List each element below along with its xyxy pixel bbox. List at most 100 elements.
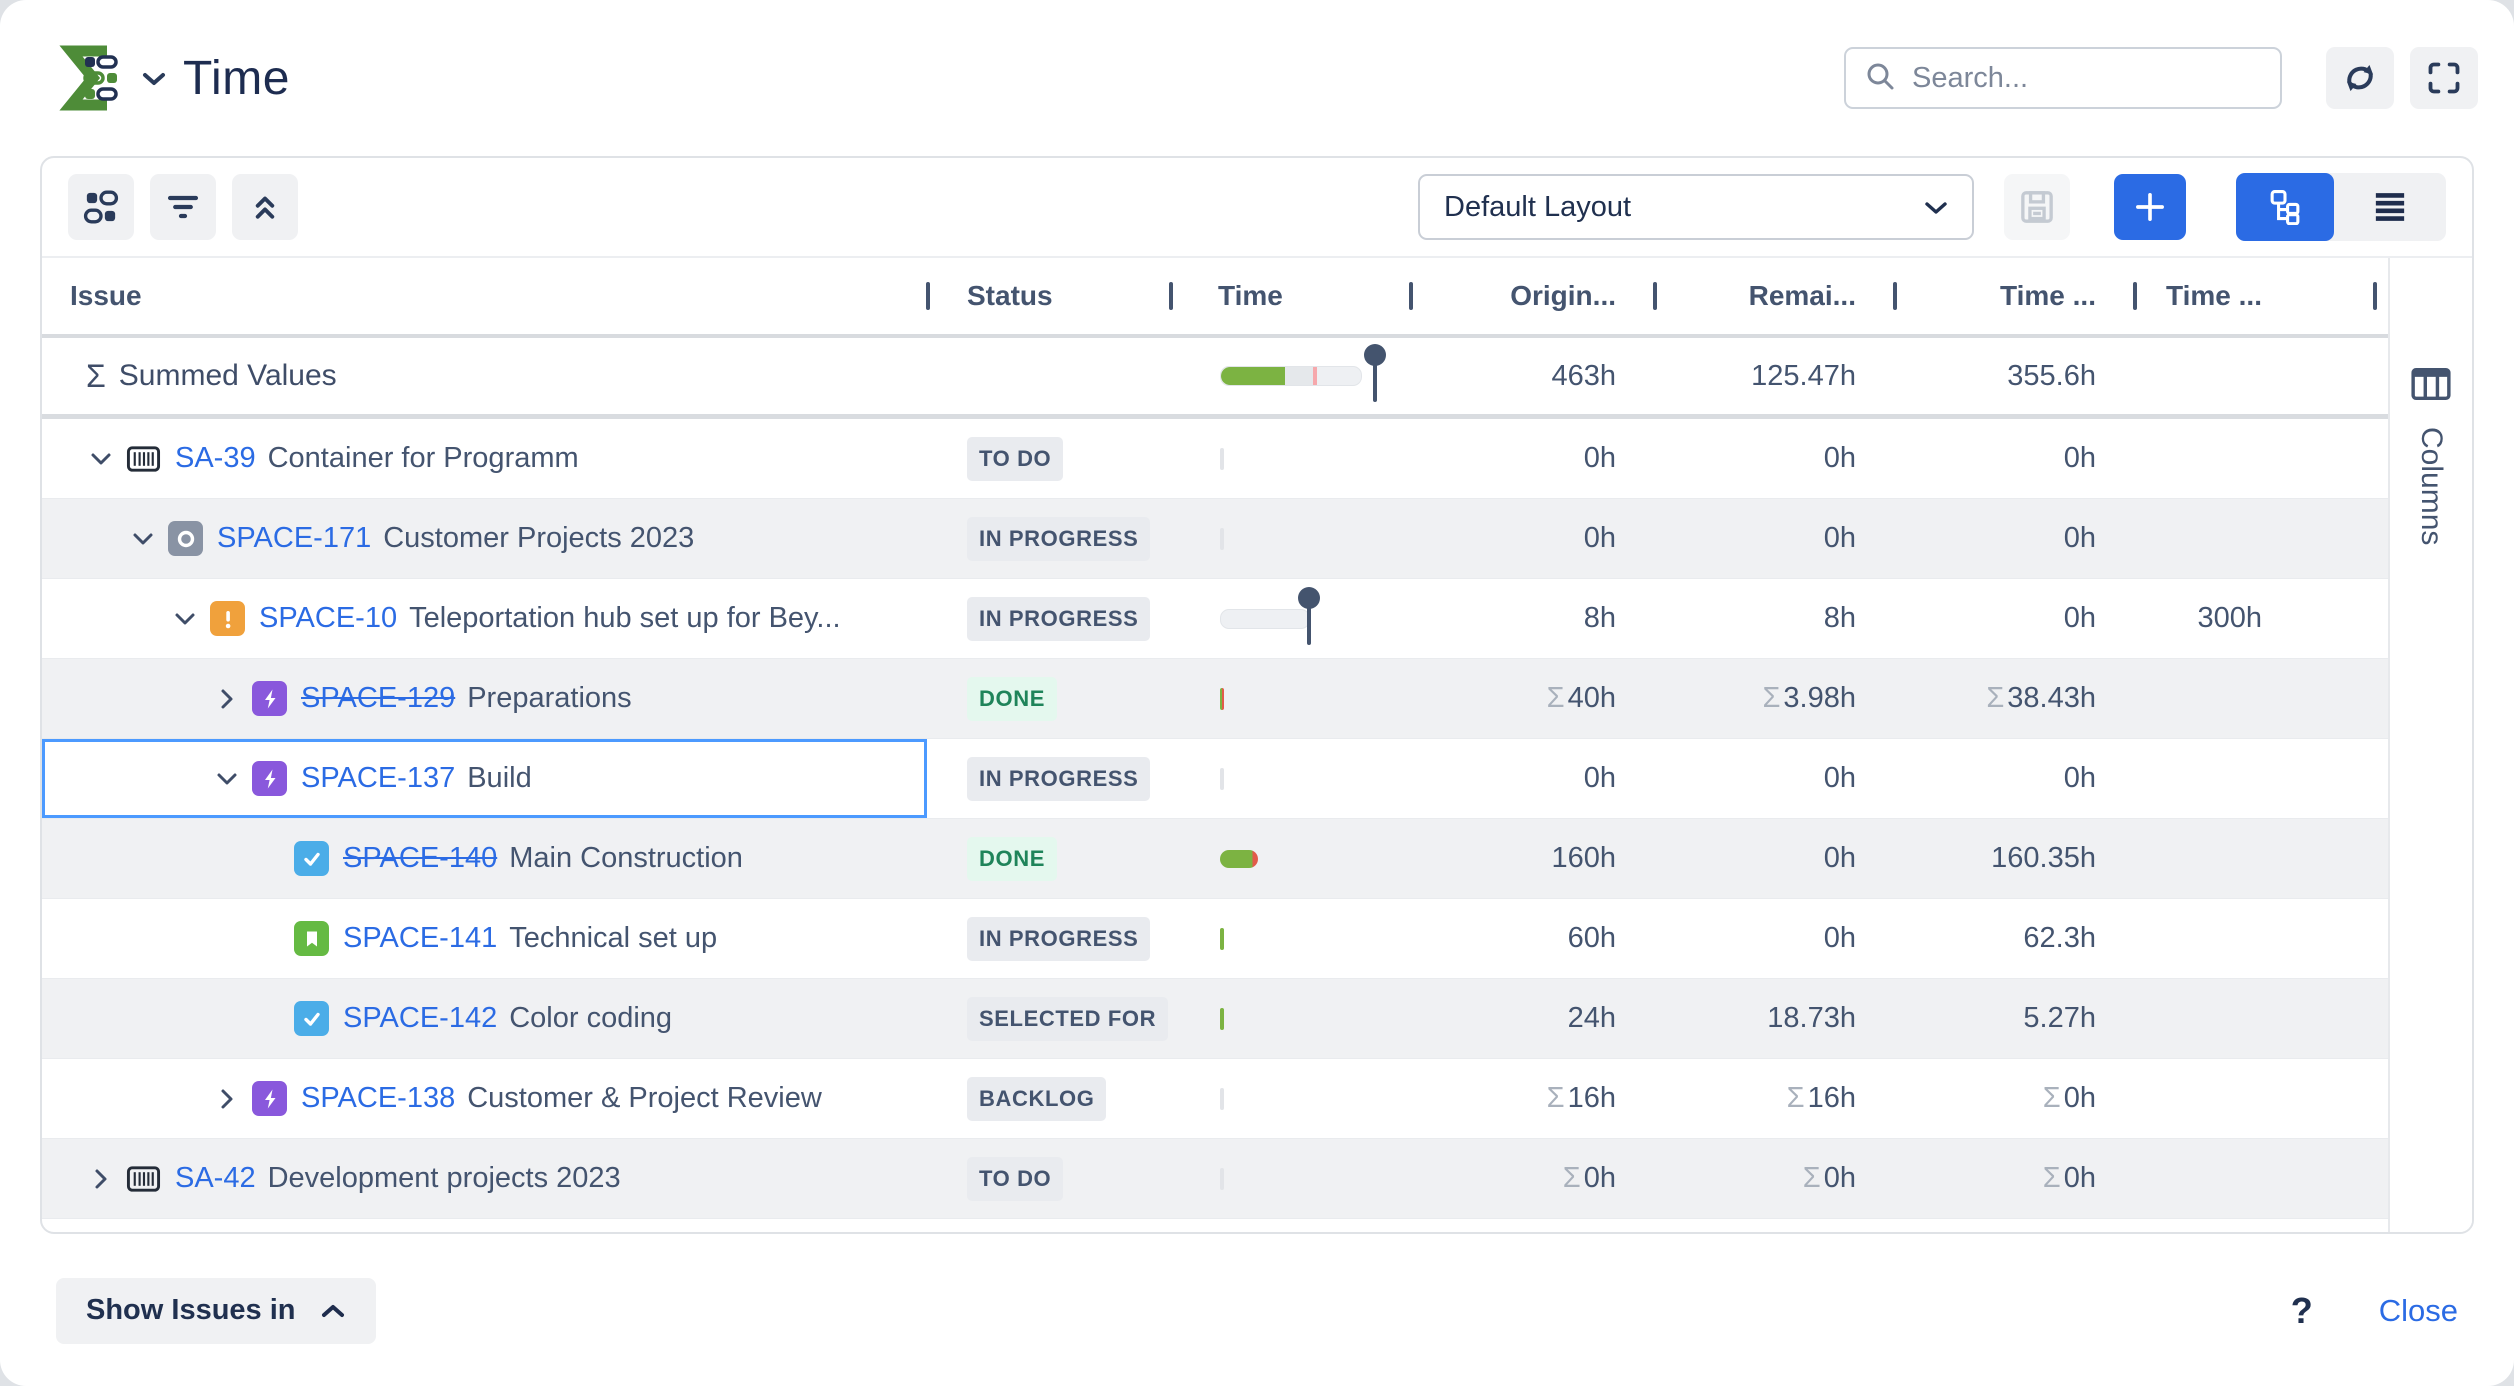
issue-key-link[interactable]: SA-39	[175, 442, 256, 474]
search-input[interactable]	[1910, 60, 2262, 96]
table-row[interactable]: SPACE-138 Customer & Project Review BACKLO…	[42, 1059, 2388, 1139]
close-link[interactable]: Close	[2378, 1292, 2458, 1328]
status-badge[interactable]: BACKLOG	[967, 1076, 1107, 1121]
issue-key-link[interactable]: SPACE-138	[301, 1082, 456, 1114]
time-progress-bar	[1220, 849, 1258, 868]
show-issues-in-button[interactable]: Show Issues in	[56, 1277, 376, 1344]
save-layout-button[interactable]	[2004, 174, 2070, 240]
table-row[interactable]: SPACE-10 Teleportation hub set up for Bey…	[42, 579, 2388, 659]
time-progress-tick	[1220, 447, 1224, 470]
chevron-down-icon[interactable]	[124, 520, 162, 558]
chevron-right-icon[interactable]	[208, 680, 246, 718]
issue-title: Container for Programm	[267, 442, 579, 474]
status-badge[interactable]: IN PROGRESS	[967, 516, 1151, 561]
refresh-button[interactable]	[2326, 47, 2394, 109]
status-cell: SELECTED FOR	[927, 979, 1170, 1058]
column-header-label: Time ...	[2166, 280, 2262, 311]
app-switcher-chevron-down-icon[interactable]	[141, 70, 167, 93]
status-badge[interactable]: DONE	[967, 836, 1057, 881]
issue-title: Customer Projects 2023	[383, 522, 695, 554]
status-badge[interactable]: IN PROGRESS	[967, 756, 1151, 801]
time-value: Σ 0h	[2042, 1082, 2096, 1114]
chevron-down-icon[interactable]	[166, 600, 204, 638]
issue-type-bolt-icon	[252, 1081, 287, 1116]
view-settings-button[interactable]	[68, 174, 134, 240]
list-view-button[interactable]	[2334, 173, 2446, 241]
summary-row: Σ Summed Values 463h 125.47h 355.6h	[42, 338, 2388, 419]
issue-key-link[interactable]: SA-42	[175, 1162, 256, 1194]
chevron-down-icon[interactable]	[82, 440, 120, 478]
status-badge[interactable]: IN PROGRESS	[967, 916, 1151, 961]
status-badge[interactable]: SELECTED FOR	[967, 996, 1169, 1041]
time-value: Σ 0h	[1562, 1162, 1616, 1194]
status-badge[interactable]: DONE	[967, 676, 1057, 721]
issue-type-program-icon	[168, 521, 203, 556]
column-header-5[interactable]: Time ...	[1894, 258, 2134, 334]
columns-panel-tab[interactable]: Columns	[2388, 258, 2472, 1232]
status-badge[interactable]: IN PROGRESS	[967, 596, 1151, 641]
status-badge[interactable]: TO DO	[967, 436, 1064, 481]
table-row[interactable]: SPACE-141 Technical set up IN PROGRESS 60h 0…	[42, 899, 2388, 979]
issue-key-link[interactable]: SPACE-137	[301, 762, 456, 794]
table-row[interactable]: SA-39 Container for Programm TO DO 0h 0h 0h	[42, 419, 2388, 499]
issue-key-link[interactable]: SPACE-129	[301, 682, 456, 714]
column-header-4[interactable]: Remai...	[1654, 258, 1894, 334]
card-content: Issue Status Time Origin... Remai... Time ...…	[42, 258, 2472, 1232]
filler-cell	[2374, 1059, 2388, 1138]
column-header-6[interactable]: Time ...	[2134, 258, 2374, 334]
table-row[interactable]: SPACE-171 Customer Projects 2023 IN PROGRE…	[42, 499, 2388, 579]
table-row[interactable]: SA-42 Development projects 2023 TO DO Σ 0h Σ 0…	[42, 1139, 2388, 1219]
filler-cell	[2374, 499, 2388, 578]
indent-spacer	[82, 1098, 208, 1099]
issue-key-link[interactable]: SPACE-140	[343, 842, 498, 874]
time-value: 0h	[1823, 842, 1856, 874]
tree-view-button[interactable]	[2236, 173, 2334, 241]
column-header-0[interactable]: Issue	[42, 258, 927, 334]
status-cell: IN PROGRESS	[927, 739, 1170, 818]
table-row[interactable]: SPACE-140 Main Construction DONE 160h 0h 160.…	[42, 819, 2388, 899]
issue-title: Color coding	[509, 1002, 673, 1034]
time-progress-tick	[1220, 1087, 1224, 1110]
collapse-all-button[interactable]	[232, 174, 298, 240]
column-header-1[interactable]: Status	[927, 258, 1170, 334]
search-box	[1844, 47, 2282, 109]
chevron-down-icon[interactable]	[208, 760, 246, 798]
sigma-sum-prefix: Σ	[1546, 1082, 1565, 1114]
help-button[interactable]: ?	[2290, 1289, 2313, 1331]
status-badge[interactable]: TO DO	[967, 1156, 1064, 1201]
time-value: Σ 38.43h	[1986, 682, 2096, 714]
add-issue-button[interactable]	[2114, 174, 2186, 240]
chevron-spacer	[250, 840, 288, 878]
table-row[interactable]: SPACE-129 Preparations DONE Σ 40h Σ 3.98h Σ 38.4…	[42, 659, 2388, 739]
page-title: Time	[183, 51, 290, 105]
status-cell: DONE	[927, 659, 1170, 738]
filter-button[interactable]	[150, 174, 216, 240]
column-header-2[interactable]: Time	[1170, 258, 1410, 334]
chevron-right-icon[interactable]	[208, 1080, 246, 1118]
app-logo-icon[interactable]	[55, 41, 129, 115]
time-cell	[1170, 499, 1410, 578]
time-progress-track	[1220, 366, 1362, 386]
issue-key-link[interactable]: SPACE-171	[217, 522, 372, 554]
time-cell	[1170, 659, 1410, 738]
bar-logged-segment	[1221, 367, 1285, 385]
issue-key-link[interactable]: SPACE-142	[343, 1002, 498, 1034]
time-cell	[1170, 579, 1410, 658]
status-cell: IN PROGRESS	[927, 499, 1170, 578]
issue-key-link[interactable]: SPACE-10	[259, 602, 398, 634]
time-value: 0h	[1583, 522, 1616, 554]
chevron-right-icon[interactable]	[82, 1160, 120, 1198]
time-value: Σ 16h	[1786, 1082, 1856, 1114]
time-value: 0h	[1823, 442, 1856, 474]
table-row[interactable]: SPACE-142 Color coding SELECTED FOR 24h 18.7…	[42, 979, 2388, 1059]
sigma-sum-prefix: Σ	[1786, 1082, 1805, 1114]
column-resize-handle[interactable]	[2374, 258, 2388, 334]
columns-icon	[2411, 366, 2451, 407]
column-header-3[interactable]: Origin...	[1410, 258, 1654, 334]
table-row[interactable]: SPACE-137 Build IN PROGRESS 0h 0h 0h	[42, 739, 2388, 819]
time-value	[2134, 819, 2374, 898]
fullscreen-button[interactable]	[2410, 47, 2478, 109]
layout-select[interactable]: Default Layout	[1418, 174, 1974, 240]
issue-key-link[interactable]: SPACE-141	[343, 922, 498, 954]
bar-gap-segment	[1285, 367, 1313, 385]
